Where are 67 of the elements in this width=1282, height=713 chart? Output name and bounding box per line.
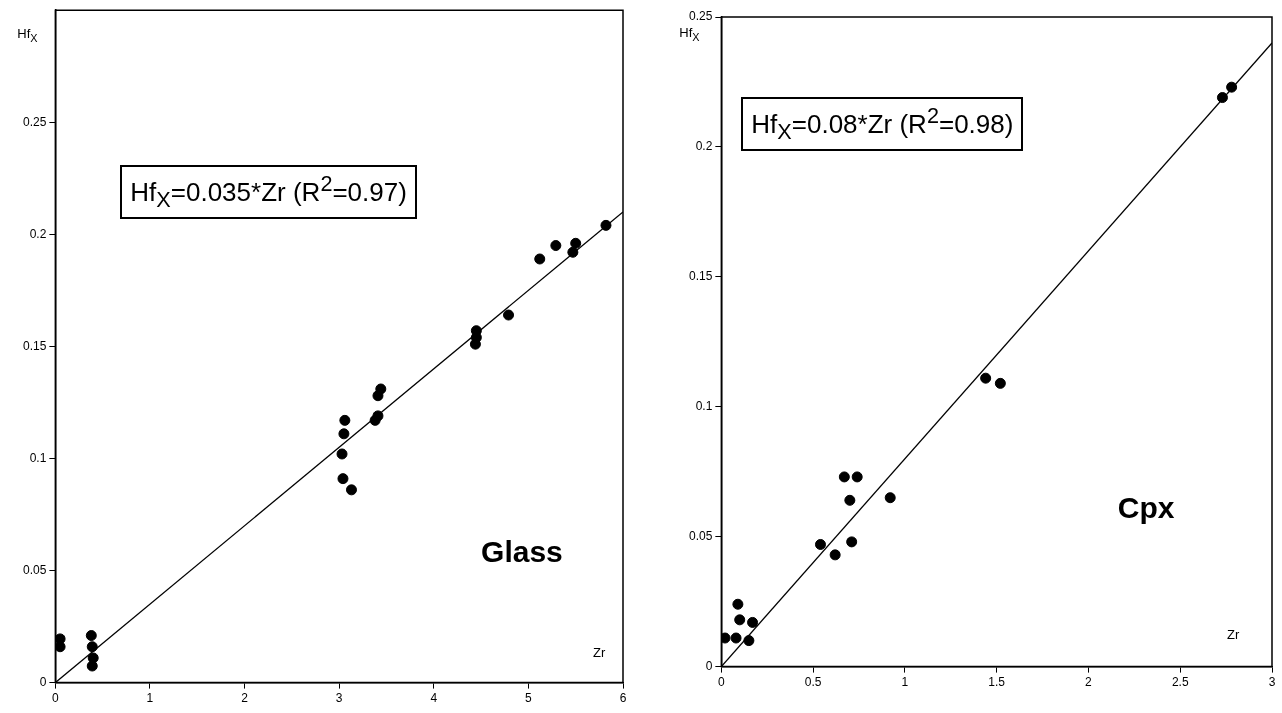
x-tick-label: 2	[241, 691, 249, 706]
point	[375, 383, 387, 395]
x-tick-label: 1	[901, 675, 909, 690]
x-tick-label: 5	[525, 691, 533, 706]
point	[747, 616, 759, 628]
point	[85, 630, 97, 642]
point	[372, 410, 384, 422]
point	[838, 471, 850, 483]
y-tick-label: 0.05	[689, 528, 713, 543]
y-tick-label: 0.2	[695, 139, 713, 154]
point	[829, 549, 841, 561]
y-tick-label: 0.25	[23, 114, 47, 129]
x-tick-label: 4	[430, 691, 438, 706]
point	[86, 660, 98, 672]
point	[721, 632, 731, 644]
point	[570, 237, 582, 249]
point	[600, 219, 612, 231]
point	[734, 614, 746, 626]
y-tick-label: 0.05	[23, 562, 47, 577]
x-tick-label: 0	[718, 675, 726, 690]
annotation: Cpx	[1117, 491, 1175, 526]
x-tick-label: 0.5	[804, 675, 822, 690]
x-axis-title: Zr	[1227, 626, 1240, 642]
y-tick-label: 0.1	[695, 399, 713, 414]
annotation: Hf$_{X}$=0.035*Zr (R$^{2}$=0.97)	[120, 165, 417, 220]
annotation: Hf$_{X}$=0.08*Zr (R$^{2}$=0.98)	[741, 97, 1024, 151]
x-tick-label: 2	[1085, 675, 1093, 690]
point	[884, 492, 896, 504]
point	[336, 448, 348, 460]
point	[994, 377, 1006, 389]
x-tick-label: 1.5	[988, 675, 1006, 690]
y-tick-label: 0.25	[689, 9, 713, 24]
x-tick-label: 6	[619, 691, 627, 706]
point	[851, 471, 863, 483]
y-tick-label: 0.15	[23, 338, 47, 353]
x-axis-title: Zr	[593, 644, 606, 660]
point	[86, 641, 98, 653]
point	[338, 428, 350, 440]
annotation: Glass	[481, 534, 563, 569]
point	[844, 494, 856, 506]
point	[1226, 81, 1238, 93]
point	[732, 598, 744, 610]
y-tick-label: 0.2	[29, 226, 47, 241]
point	[534, 253, 546, 265]
y-tick-label: 0.15	[689, 269, 713, 284]
point	[743, 635, 755, 647]
x-tick-label: 3	[1268, 675, 1276, 690]
point	[980, 372, 992, 384]
x-tick-label: 1	[146, 691, 154, 706]
x-tick-label: 3	[335, 691, 343, 706]
point	[846, 536, 858, 548]
point	[567, 246, 579, 258]
point	[337, 473, 349, 485]
point	[339, 414, 351, 426]
x-tick-label: 2.5	[1171, 675, 1189, 690]
point	[814, 538, 826, 550]
point	[1216, 92, 1228, 104]
point	[550, 240, 562, 252]
point	[345, 484, 357, 496]
point	[503, 309, 515, 321]
y-tick-label: 0.1	[29, 450, 47, 465]
x-tick-label: 0	[52, 691, 60, 706]
point	[730, 632, 742, 644]
y-axis-title: Hf$_{X}$	[679, 25, 700, 43]
y-tick-label: 0	[705, 658, 713, 673]
point	[55, 641, 66, 653]
y-axis-title: Hf$_{X}$	[17, 26, 38, 44]
